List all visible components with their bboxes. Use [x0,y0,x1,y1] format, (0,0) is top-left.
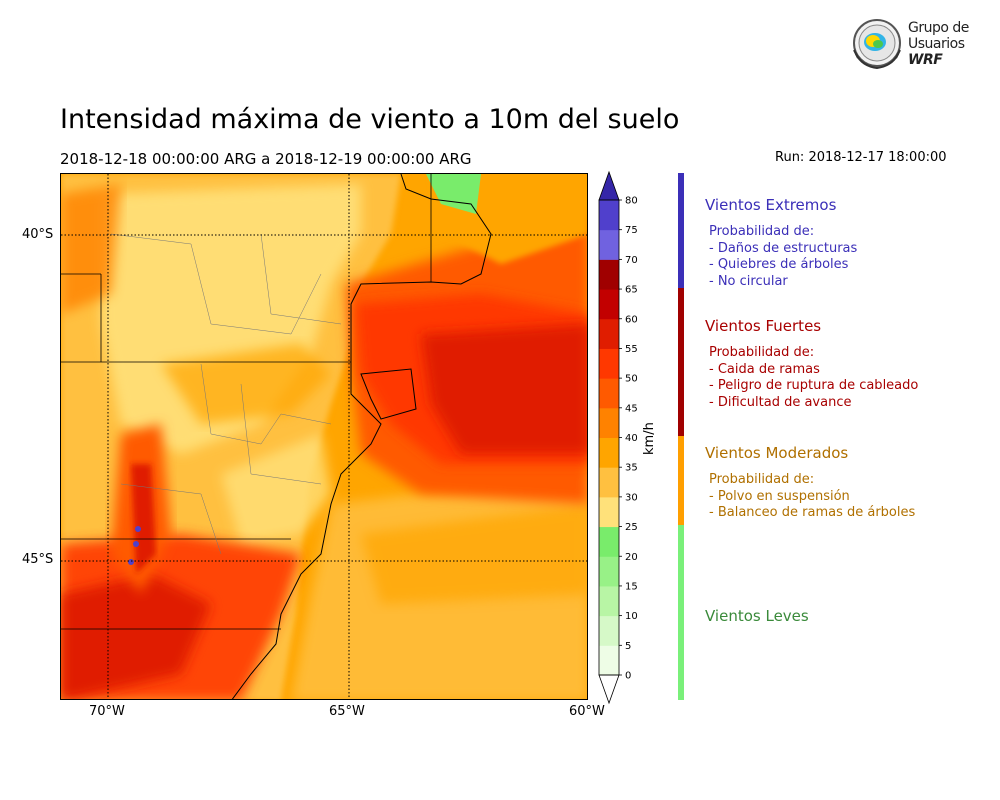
run-time: Run: 2018-12-17 18:00:00 [775,150,947,165]
colorbar-bin [599,585,619,617]
page-title: Intensidad máxima de viento a 10m del su… [60,104,680,135]
colorbar-bin [599,467,619,498]
lon-label-60w: 60°W [569,704,605,719]
colorbar-bin [599,437,619,468]
category-bar-extremos [678,173,684,288]
colorbar-tick-label: 15 [625,581,638,592]
colorbar-extend-min [598,674,620,705]
category-line: Probabilidad de: [709,345,815,360]
category-line: - Peligro de ruptura de cableado [709,378,919,393]
category-line: - Caida de ramas [709,361,820,377]
colorbar-tick-label: 55 [625,344,638,355]
colorbar-tick-label: 0 [625,671,631,682]
colorbar-tick-label: 25 [625,522,638,533]
colorbar-tick-label: 80 [625,196,638,207]
category-line: - No circular [709,273,788,289]
colorbar-tick-label: 65 [625,285,638,296]
colorbar-bin [599,259,619,290]
category-leves: Vientos Leves [705,607,809,625]
colorbar-bin [599,645,619,676]
category-line: - Dificultad de avance [709,394,852,410]
colorbar-tick-label: 35 [625,463,638,474]
logo-line-1: Grupo de [908,20,969,36]
lat-label-45s: 45°S [22,552,54,567]
category-heading: Vientos Moderados [705,444,849,462]
globe-logo-icon [853,19,901,70]
colorbar-bin [599,229,619,260]
wrf-logo: Grupo de Usuarios WRF [848,16,978,74]
colorbar-bin [599,526,619,557]
colorbar-tick-label: 70 [625,255,638,266]
category-heading: Vientos Leves [705,607,809,625]
category-line: - Quiebres de árboles [709,257,849,272]
colorbar-tick-label: 5 [625,641,631,652]
category-line: Probabilidad de: [709,472,815,487]
colorbar-tick-label: 75 [625,225,638,236]
category-line: - Polvo en suspensión [709,488,850,504]
category-heading: Vientos Fuertes [705,317,822,335]
colorbar-bin [599,615,619,646]
colorbar-unit: km/h [642,422,657,455]
wind-field [61,174,587,699]
colorbar-tick-label: 20 [625,552,638,563]
category-line: - Daños de estructuras [709,240,858,256]
category-line: - Balanceo de ramas de árboles [709,505,916,520]
lon-label-70w: 70°W [89,704,125,719]
category-moderados: Vientos Moderados Probabilidad de: - Pol… [705,444,915,522]
category-bar-moderados [678,436,684,525]
colorbar-tick-label: 45 [625,403,638,414]
wind-map [60,173,588,700]
colorbar-tick-label: 40 [625,433,638,444]
category-bar-leves [678,525,684,700]
logo-line-3: WRF [908,52,943,68]
lat-label-40s: 40°S [22,227,54,242]
colorbar-bin [599,289,619,320]
category-line: Probabilidad de: [709,224,815,239]
colorbar-bin [599,200,619,231]
category-bar-fuertes [678,288,684,436]
lon-label-65w: 65°W [329,704,365,719]
colorbar-bin [599,556,619,587]
colorbar-bin [599,407,619,438]
colorbar-bin [599,318,619,349]
colorbar-bin [599,496,619,528]
colorbar: 0 5 10 15 20 25 30 35 40 45 50 55 60 65 70 75 80 [595,170,640,709]
colorbar-tick-label: 60 [625,314,638,325]
date-range: 2018-12-18 00:00:00 ARG a 2018-12-19 00:… [60,150,472,168]
colorbar-bin [599,348,619,379]
colorbar-extend-max [598,170,620,201]
colorbar-tick-label: 30 [625,492,638,503]
logo-line-2: Usuarios [908,36,965,52]
category-heading: Vientos Extremos [705,196,837,214]
colorbar-tick-label: 50 [625,374,638,385]
category-fuertes: Vientos Fuertes Probabilidad de: - Caida… [705,317,918,411]
colorbar-bin [599,378,619,409]
colorbar-scale: 0 5 10 15 20 25 30 35 40 45 50 55 60 65 70 75 80 [598,170,638,705]
category-extremos: Vientos Extremos Probabilidad de: - Daño… [705,196,857,290]
colorbar-tick-label: 10 [625,611,638,622]
